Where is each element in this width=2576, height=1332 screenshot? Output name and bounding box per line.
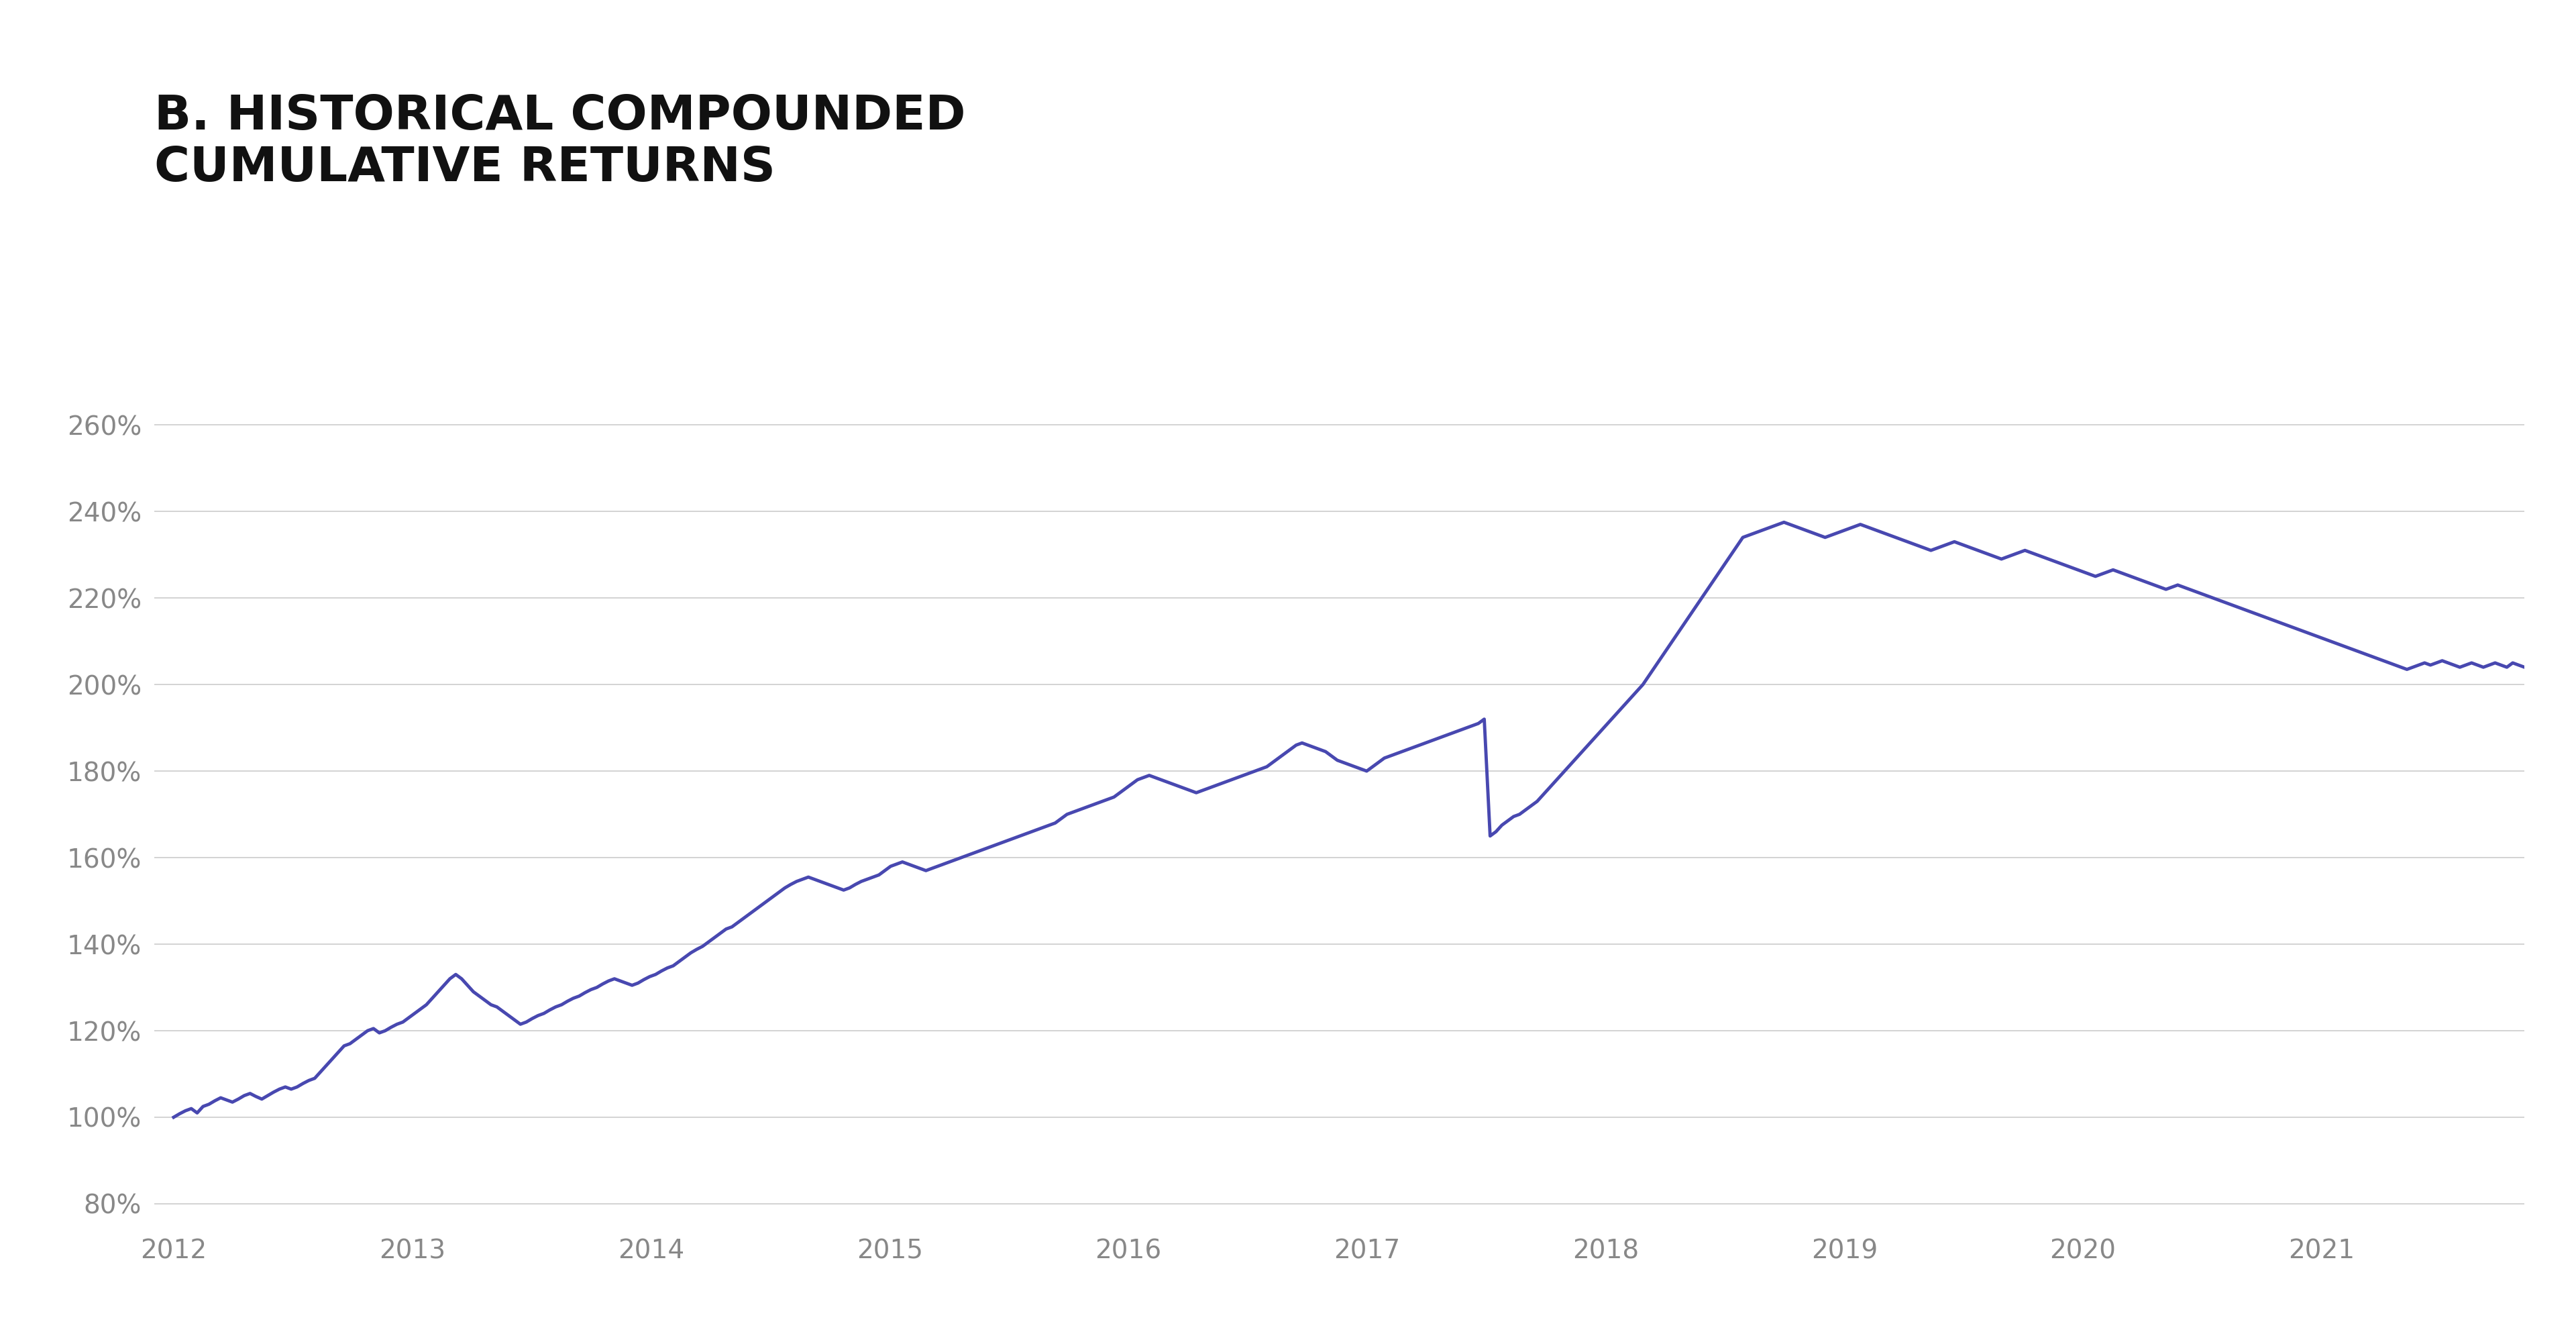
- Text: B. HISTORICAL COMPOUNDED
CUMULATIVE RETURNS: B. HISTORICAL COMPOUNDED CUMULATIVE RETU…: [155, 93, 966, 192]
